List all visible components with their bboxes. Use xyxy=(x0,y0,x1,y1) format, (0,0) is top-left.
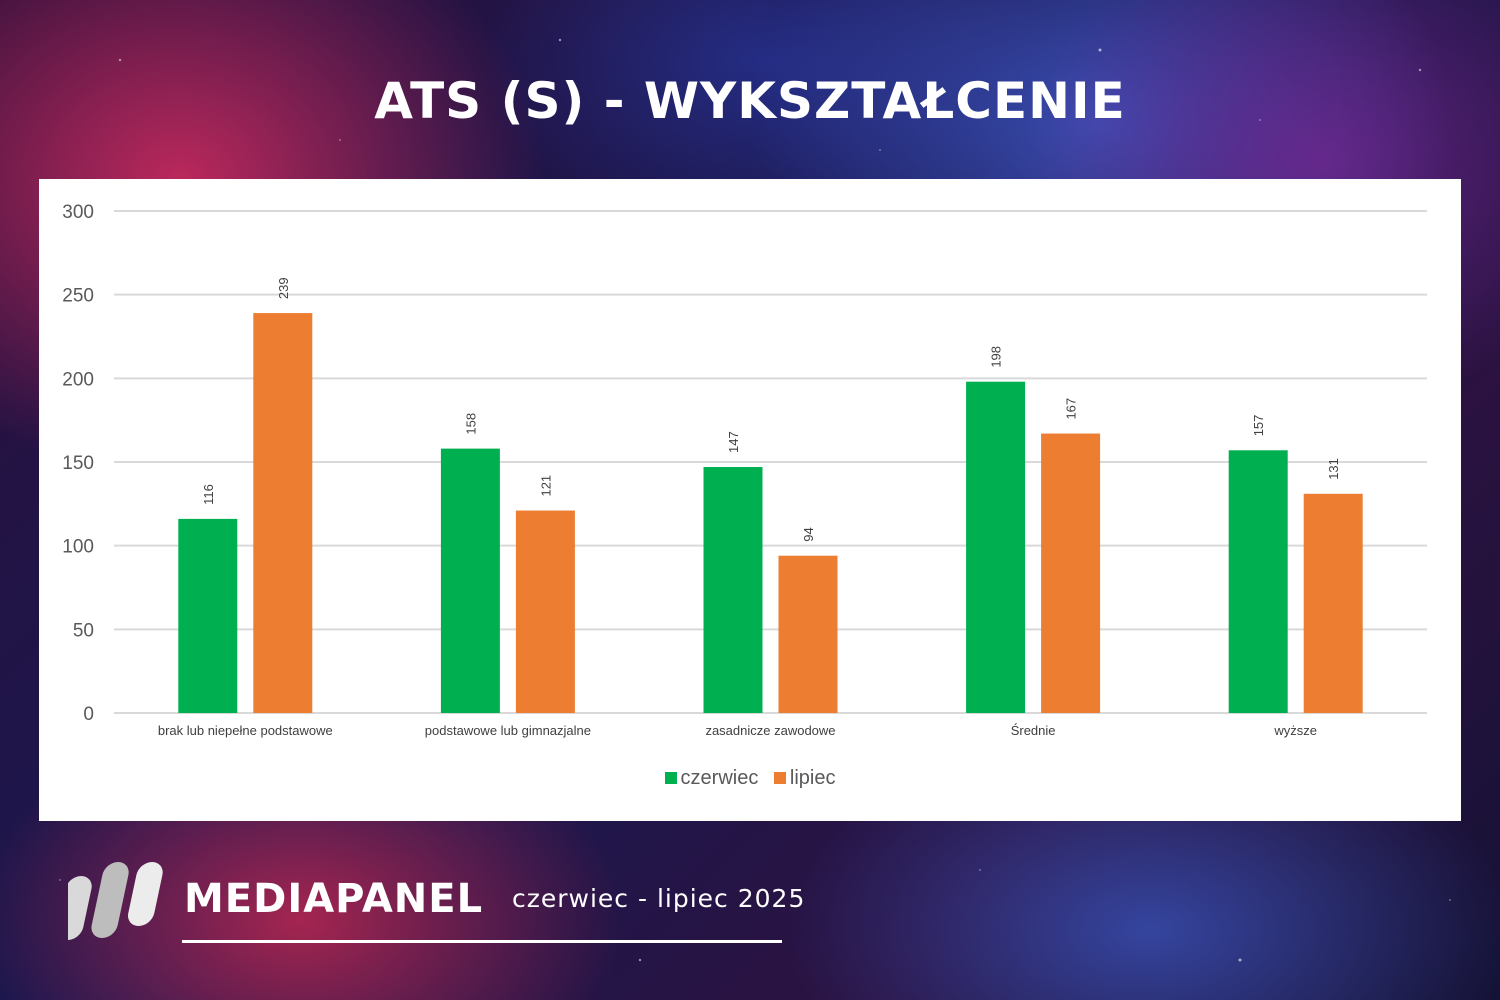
data-label: 198 xyxy=(989,346,1004,368)
data-label: 239 xyxy=(276,277,291,299)
footer-underline xyxy=(182,940,782,943)
data-label: 147 xyxy=(726,431,741,453)
bar-czerwiec xyxy=(966,381,1026,713)
legend-label-lipiec: lipiec xyxy=(789,767,836,789)
bar-lipiec xyxy=(778,555,838,713)
brand-name: MEDIAPANEL xyxy=(184,876,484,922)
legend-item-czerwiec: czerwiec xyxy=(664,767,759,790)
bar-czerwiec xyxy=(178,518,238,713)
data-label: 116 xyxy=(201,484,216,505)
category-label: Średnie xyxy=(1011,723,1056,738)
category-label: wyższe xyxy=(1273,723,1317,738)
bar-lipiec xyxy=(1041,433,1101,713)
y-tick-label: 100 xyxy=(62,537,94,558)
bar-chart: 0 50 100 150 200 250 300 116 239 brak lub niepełn… xyxy=(62,202,1427,738)
legend-item-lipiec: lipiec xyxy=(773,767,836,790)
bar-lipiec xyxy=(1303,493,1363,713)
y-tick-label: 250 xyxy=(62,286,94,307)
category-label: brak lub niepełne podstawowe xyxy=(158,723,333,738)
bar-lipiec xyxy=(253,313,313,713)
category-label: podstawowe lub gimnazjalne xyxy=(425,723,591,738)
data-label: 121 xyxy=(538,475,553,497)
legend-swatch-czerwiec xyxy=(664,772,677,784)
legend-swatch-lipiec xyxy=(773,772,786,784)
chart-panel: 0 50 100 150 200 250 300 116 239 brak lub niepełn… xyxy=(39,179,1461,821)
y-tick-label: 150 xyxy=(62,453,94,474)
legend-label-czerwiec: czerwiec xyxy=(680,767,759,789)
y-tick-label: 200 xyxy=(62,369,94,390)
mediapanel-logo-icon xyxy=(68,862,163,940)
y-tick-label: 300 xyxy=(62,202,94,223)
bar-czerwiec xyxy=(703,467,763,713)
period-label: czerwiec - lipiec 2025 xyxy=(512,884,806,913)
data-label: 157 xyxy=(1251,415,1266,437)
bar-czerwiec xyxy=(440,448,500,713)
data-label: 94 xyxy=(801,527,816,541)
data-label: 158 xyxy=(463,413,478,435)
y-tick-label: 50 xyxy=(73,620,94,641)
data-label: 131 xyxy=(1326,458,1341,480)
data-label: 167 xyxy=(1064,398,1079,420)
chart-legend: czerwiec lipiec xyxy=(39,767,1461,790)
page-title: ATS (S) - WYKSZTAŁCENIE xyxy=(374,72,1126,130)
category-label: zasadnicze zawodowe xyxy=(705,723,835,738)
bar-lipiec xyxy=(515,510,575,713)
bar-czerwiec xyxy=(1228,450,1288,713)
y-tick-label: 0 xyxy=(83,704,94,725)
